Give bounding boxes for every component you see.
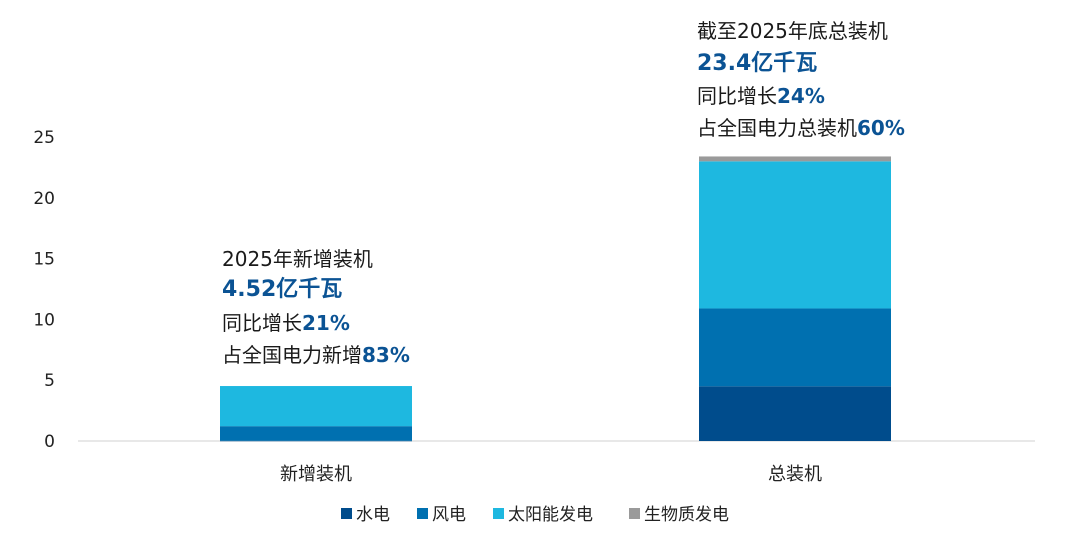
annotation-share: 占全国电力总装机60% — [697, 116, 905, 140]
bars — [220, 156, 891, 442]
annotation-growth: 同比增长21% — [222, 311, 350, 335]
annotation-share: 占全国电力新增83% — [222, 343, 410, 367]
annotation-value: 4.52亿千瓦 — [222, 277, 342, 302]
annotation-new-capacity: 2025年新增装机 4.52亿千瓦 同比增长21% 占全国电力新增83% — [222, 247, 410, 367]
bar-segment — [699, 308, 891, 387]
legend-swatch — [493, 508, 504, 519]
legend-swatch — [629, 508, 640, 519]
annotation-growth-value: 21% — [302, 311, 350, 335]
legend-label: 水电 — [356, 505, 390, 525]
legend-label: 风电 — [432, 505, 466, 525]
annotation-line1: 2025年新增装机 — [222, 247, 373, 271]
bar-segment — [699, 386, 891, 441]
annotation-line1: 截至2025年底总装机 — [697, 19, 888, 43]
annotation-growth: 同比增长24% — [697, 84, 825, 108]
annotation-share-label: 占全国电力总装机 — [697, 116, 857, 140]
annotation-share-label: 占全国电力新增 — [222, 343, 362, 367]
bar-segment — [220, 386, 412, 427]
bar-segment — [220, 426, 412, 441]
y-tick-label: 20 — [33, 189, 55, 209]
legend-label: 生物质发电 — [644, 505, 729, 525]
y-tick-label: 25 — [33, 128, 55, 148]
legend-label: 太阳能发电 — [508, 505, 593, 525]
x-tick-label: 总装机 — [768, 464, 822, 485]
annotation-value: 23.4亿千瓦 — [697, 51, 817, 76]
x-tick-label: 新增装机 — [280, 464, 352, 485]
bar-segment — [220, 440, 412, 442]
legend: 水电 风电 太阳能发电 生物质发电 — [341, 505, 729, 525]
y-axis-ticks: 0 5 10 15 20 25 — [33, 128, 55, 452]
legend-swatch — [417, 508, 428, 519]
annotation-share-value: 83% — [362, 343, 410, 367]
y-tick-label: 15 — [33, 250, 55, 270]
annotation-total-capacity: 截至2025年底总装机 23.4亿千瓦 同比增长24% 占全国电力总装机60% — [697, 19, 905, 140]
annotation-growth-label: 同比增长 — [222, 311, 302, 335]
annotation-share-value: 60% — [857, 116, 905, 140]
y-tick-label: 0 — [44, 432, 55, 452]
y-tick-label: 10 — [33, 310, 55, 330]
bar-segment — [699, 161, 891, 309]
annotation-growth-value: 24% — [777, 84, 825, 108]
category-labels: 新增装机 总装机 — [280, 464, 822, 485]
legend-swatch — [341, 508, 352, 519]
bar-segment — [699, 156, 891, 162]
y-tick-label: 5 — [44, 371, 55, 391]
annotation-growth-label: 同比增长 — [697, 84, 777, 108]
